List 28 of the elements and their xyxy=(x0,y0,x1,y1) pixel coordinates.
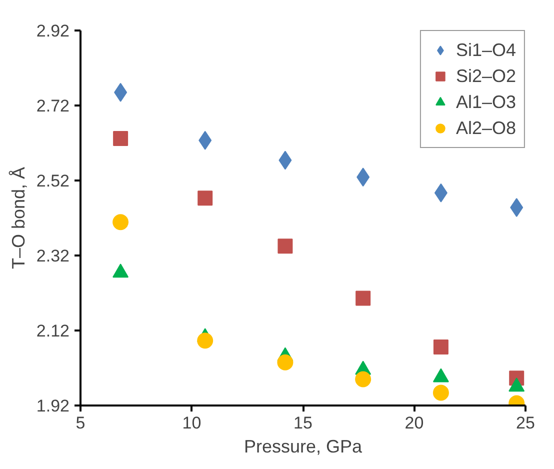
legend-label: Si2–O2 xyxy=(456,66,516,86)
point xyxy=(433,340,448,354)
x-tick-label: 20 xyxy=(404,414,424,432)
y-axis-title: T–O bond, Å xyxy=(8,166,28,270)
point xyxy=(277,354,294,370)
x-axis-title: Pressure, GPa xyxy=(244,436,364,456)
point xyxy=(510,198,524,217)
point xyxy=(197,332,214,349)
legend-label: Si1–O4 xyxy=(456,40,516,60)
x-tick-label: 15 xyxy=(294,414,312,432)
legend-label: Al2–O8 xyxy=(456,118,516,138)
x-tick-label: 25 xyxy=(516,414,535,432)
y-tick-label: 2.12 xyxy=(36,322,70,340)
x-tick-label: 10 xyxy=(182,414,202,432)
y-tick-label: 1.92 xyxy=(36,396,70,416)
point xyxy=(432,384,449,401)
y-tick-label: 2.72 xyxy=(36,96,70,116)
y-tick-label: 2.32 xyxy=(36,246,70,266)
point xyxy=(112,214,129,230)
legend-label: Al1–O3 xyxy=(456,92,516,112)
point xyxy=(355,371,372,388)
y-tick-label: 2.92 xyxy=(36,22,70,40)
x-tick-label: 5 xyxy=(76,414,86,432)
point xyxy=(278,238,293,254)
point xyxy=(198,190,213,206)
y-tick-label: 2.52 xyxy=(36,172,70,190)
point xyxy=(356,290,371,306)
point xyxy=(113,131,128,146)
